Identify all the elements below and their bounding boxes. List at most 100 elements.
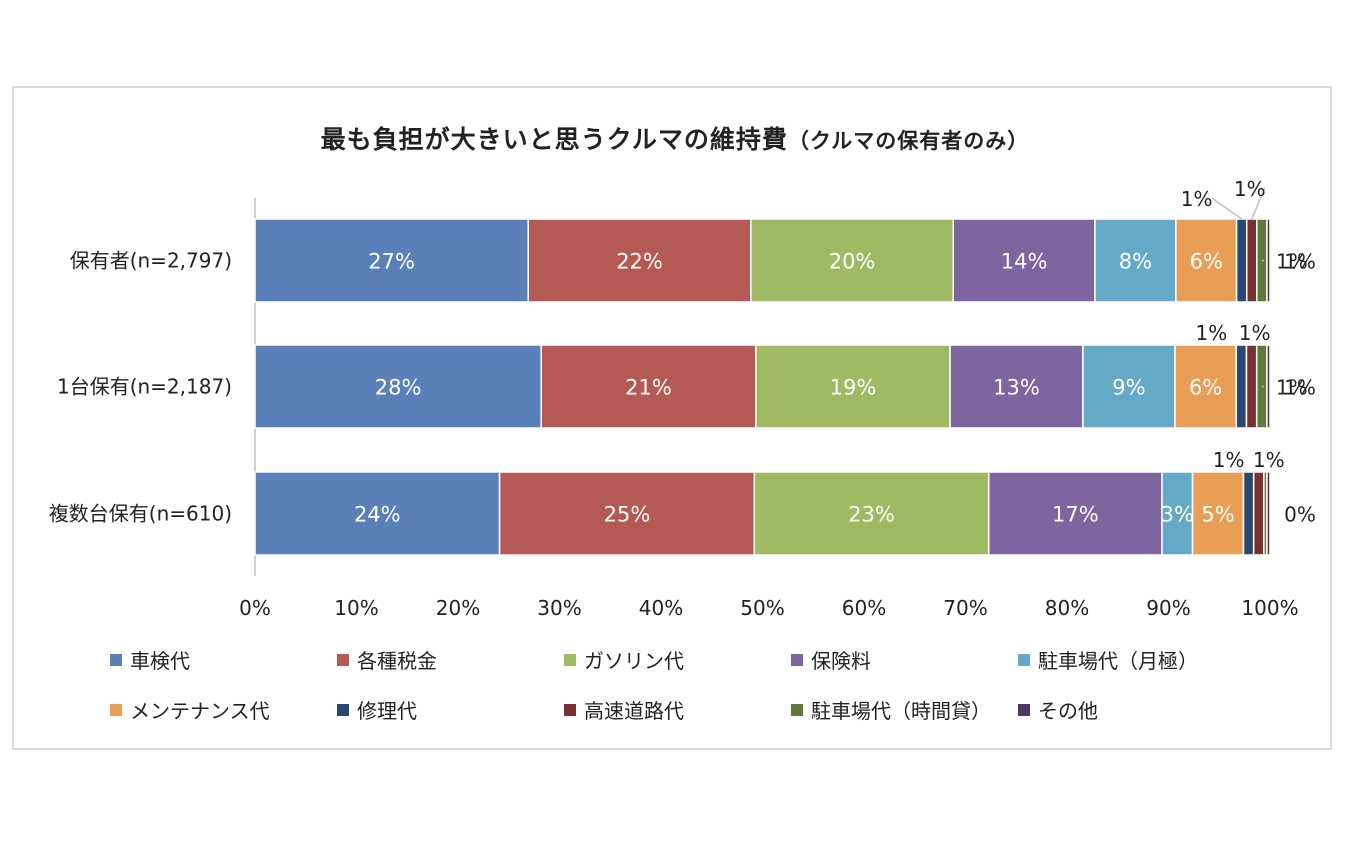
- data-label: 3%: [1161, 503, 1194, 527]
- outside-label: 1%: [1284, 376, 1316, 400]
- outside-label: 1%: [1284, 250, 1316, 274]
- legend-swatch: [110, 653, 122, 666]
- data-label: 8%: [1119, 250, 1152, 274]
- bar-segment: [750, 218, 955, 303]
- callout-label: 1%: [1196, 321, 1228, 345]
- legend-item: 車検代: [110, 645, 190, 674]
- data-label: 28%: [375, 376, 422, 400]
- callout-label: 1%: [1234, 177, 1266, 201]
- outside-label: 0%: [1284, 503, 1316, 527]
- callout-label: 1%: [1181, 187, 1213, 211]
- bar-segment: [1242, 471, 1255, 556]
- x-tick-label: 60%: [842, 596, 886, 620]
- bar-segment: [1252, 471, 1265, 556]
- legend-label: その他: [1038, 699, 1098, 723]
- callout-label: 1%: [1276, 376, 1308, 400]
- bar-segment: [1266, 218, 1271, 303]
- legend-item: 修理代: [337, 695, 417, 724]
- data-label: 24%: [354, 503, 401, 527]
- leader-line: [1211, 197, 1243, 220]
- category-label: 1台保有(n=2,187): [57, 375, 232, 399]
- leader-line: [1251, 187, 1266, 220]
- legend-swatch: [564, 653, 576, 666]
- data-label: 5%: [1201, 503, 1234, 527]
- data-label: 14%: [1001, 250, 1048, 274]
- legend-label: 高速道路代: [584, 699, 684, 723]
- x-tick-label: 0%: [239, 596, 271, 620]
- data-label: 27%: [368, 250, 415, 274]
- bar-segment: [1245, 344, 1258, 429]
- legend-label: 修理代: [357, 699, 417, 723]
- legend-swatch: [564, 703, 576, 716]
- chart-title: 最も負担が大きいと思うクルマの維持費（クルマの保有者のみ）: [0, 120, 1350, 156]
- data-label: 22%: [616, 250, 663, 274]
- legend-label: ガソリン代: [584, 649, 684, 673]
- legend-label: 車検代: [130, 649, 190, 673]
- legend-item: その他: [1018, 695, 1098, 724]
- bar-segment: [952, 218, 1096, 303]
- data-label: 13%: [993, 376, 1040, 400]
- bar-segment: [1266, 471, 1271, 556]
- bar-segment: [753, 471, 990, 556]
- bar-segment: [1235, 344, 1248, 429]
- legend-swatch: [791, 653, 803, 666]
- legend-swatch: [1018, 653, 1030, 666]
- legend-swatch: [1018, 703, 1030, 716]
- chart-title-main: 最も負担が大きいと思うクルマの維持費: [320, 125, 788, 154]
- bar-segment: [1175, 218, 1238, 303]
- x-tick-label: 70%: [943, 596, 987, 620]
- legend-label: 保険料: [811, 649, 871, 673]
- legend-item: 駐車場代（時間貸）: [791, 695, 991, 724]
- x-tick-label: 10%: [334, 596, 378, 620]
- callout-label: 1%: [1239, 321, 1271, 345]
- x-tick-label: 30%: [537, 596, 581, 620]
- x-tick-label: 100%: [1241, 596, 1298, 620]
- legend-item: 保険料: [791, 645, 871, 674]
- legend-row: メンテナンス代 修理代 高速道路代 駐車場代（時間貸） その他: [110, 695, 1310, 745]
- bar-segment: [755, 344, 951, 429]
- legend-label: メンテナンス代: [130, 699, 270, 723]
- legend-item: 各種税金: [337, 645, 437, 674]
- chart-legend: 車検代 各種税金 ガソリン代 保険料 駐車場代（月極） メンテナンス代 修理代 高速道路代 駐車…: [110, 645, 1310, 745]
- x-tick-label: 40%: [639, 596, 683, 620]
- legend-label: 駐車場代（月極）: [1038, 649, 1198, 673]
- x-tick-label: 20%: [436, 596, 480, 620]
- data-label: 19%: [830, 376, 877, 400]
- legend-item: メンテナンス代: [110, 695, 270, 724]
- data-label: 17%: [1052, 503, 1099, 527]
- x-tick-label: 50%: [740, 596, 784, 620]
- legend-label: 各種税金: [357, 649, 437, 673]
- bar-segment: [1082, 344, 1176, 429]
- bar-segment: [527, 218, 752, 303]
- category-label: 複数台保有(n=610): [49, 502, 232, 526]
- category-label: 保有者(n=2,797): [70, 249, 232, 273]
- bar-segment: [540, 344, 757, 429]
- data-label: 9%: [1112, 376, 1145, 400]
- x-tick-label: 80%: [1045, 596, 1089, 620]
- bar-segment: [1191, 471, 1245, 556]
- legend-item: ガソリン代: [564, 645, 684, 674]
- legend-item: 駐車場代（月極）: [1018, 645, 1198, 674]
- bar-segment: [1235, 218, 1248, 303]
- data-label: 21%: [625, 376, 672, 400]
- bar-segment: [987, 471, 1163, 556]
- bar-segment: [254, 218, 529, 303]
- data-label: 6%: [1189, 376, 1222, 400]
- bar-segment: [1094, 218, 1177, 303]
- legend-swatch: [337, 653, 349, 666]
- callout-label: 1%: [1276, 250, 1308, 274]
- data-label: 25%: [604, 503, 651, 527]
- data-label: 6%: [1190, 250, 1223, 274]
- data-label: 23%: [848, 503, 895, 527]
- legend-swatch: [791, 703, 803, 716]
- legend-row: 車検代 各種税金 ガソリン代 保険料 駐車場代（月極）: [110, 645, 1310, 695]
- x-tick-label: 90%: [1146, 596, 1190, 620]
- bar-segment: [949, 344, 1084, 429]
- bar-segment: [1266, 344, 1271, 429]
- bar-segment: [498, 471, 756, 556]
- callout-label: 1%: [1213, 448, 1245, 472]
- bar-segment: [1174, 344, 1238, 429]
- legend-swatch: [337, 703, 349, 716]
- data-label: 20%: [829, 250, 876, 274]
